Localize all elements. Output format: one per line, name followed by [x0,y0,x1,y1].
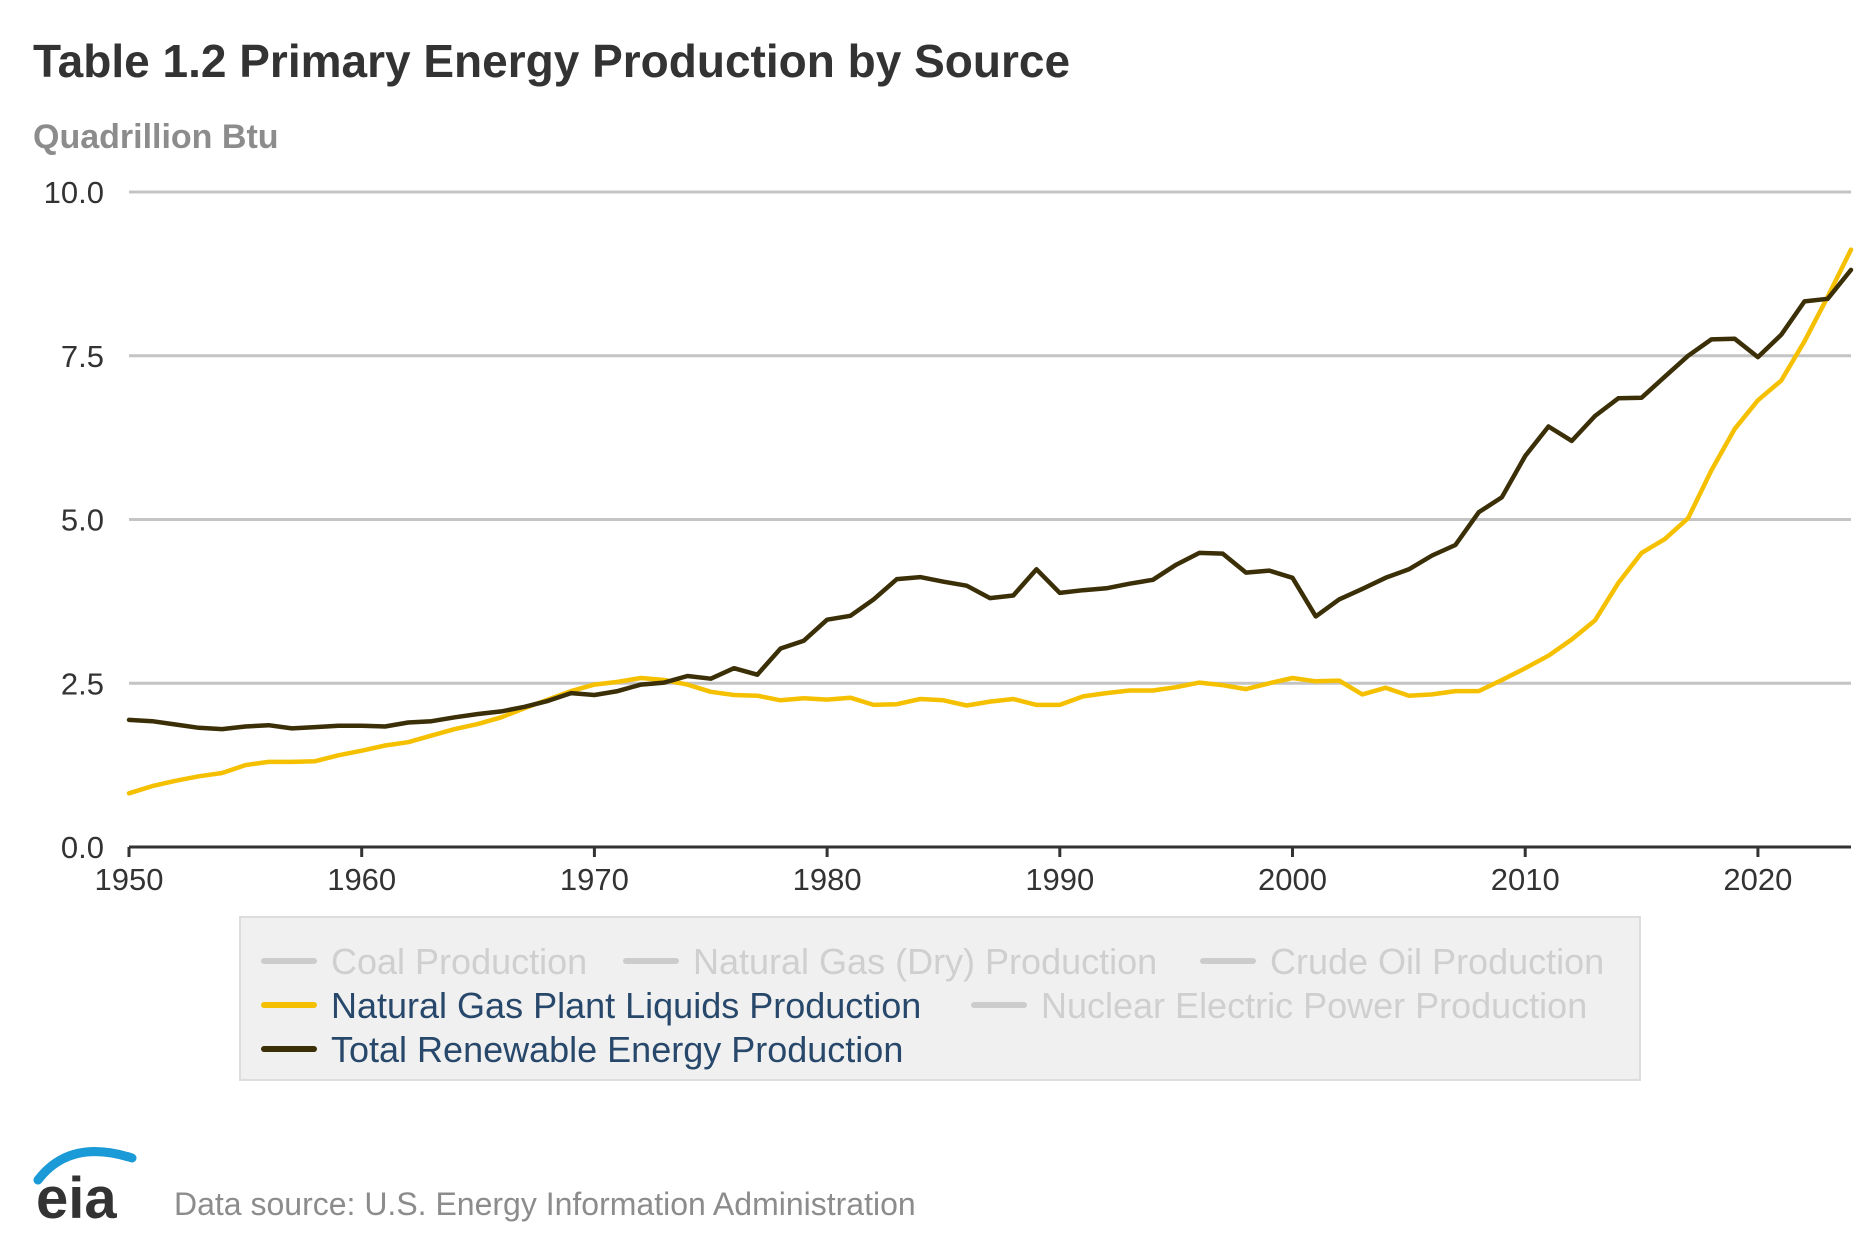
y-tick-label: 2.5 [61,666,104,701]
y-axis-unit-label: Quadrillion Btu [33,118,279,156]
y-tick-label: 5.0 [61,503,104,538]
x-tick-label: 1980 [793,862,862,897]
legend-item[interactable]: Crude Oil Production [1200,941,1604,982]
legend-item[interactable]: Natural Gas (Dry) Production [623,941,1157,982]
eia-logo-arc [33,1147,137,1185]
legend-item[interactable]: Natural Gas Plant Liquids Production [261,985,921,1026]
x-tick-label: 1960 [327,862,396,897]
data-source-note: Data source: U.S. Energy Information Adm… [174,1186,916,1222]
series-line-renewable [126,267,1854,732]
x-tick-label: 2010 [1491,862,1560,897]
legend-item[interactable]: Coal Production [261,941,587,982]
legend-label: Nuclear Electric Power Production [1041,985,1587,1026]
legend-item[interactable]: Total Renewable Energy Production [261,1029,903,1070]
eia-logo: eia [33,1147,137,1225]
y-tick-label: 10.0 [44,175,104,210]
x-tick-label: 2020 [1723,862,1792,897]
y-tick-label: 0.0 [61,830,104,865]
series-lines [126,247,1854,796]
x-tick-label: 2000 [1258,862,1327,897]
x-tick-label: 1970 [560,862,629,897]
legend-label: Natural Gas (Dry) Production [693,941,1157,982]
axes: 0.0 2.5 5.0 7.5 10.0 1950 1960 1970 1980 1990 2000… [44,175,1851,897]
x-tick-label: 1950 [95,862,164,897]
legend: Coal Production Natural Gas (Dry) Product… [239,916,1641,1081]
legend-label: Total Renewable Energy Production [331,1029,903,1070]
series-line-ngpl [126,247,1854,796]
y-tick-label: 7.5 [61,339,104,374]
x-tick-label: 1990 [1025,862,1094,897]
legend-label: Natural Gas Plant Liquids Production [331,985,921,1026]
legend-label: Crude Oil Production [1270,941,1604,982]
legend-label: Coal Production [331,941,587,982]
legend-box [239,916,1641,1081]
chart-title: Table 1.2 Primary Energy Production by S… [33,35,1071,87]
gridlines [129,190,1851,685]
eia-logo-text: eia [36,1166,117,1225]
legend-item[interactable]: Nuclear Electric Power Production [971,985,1587,1026]
